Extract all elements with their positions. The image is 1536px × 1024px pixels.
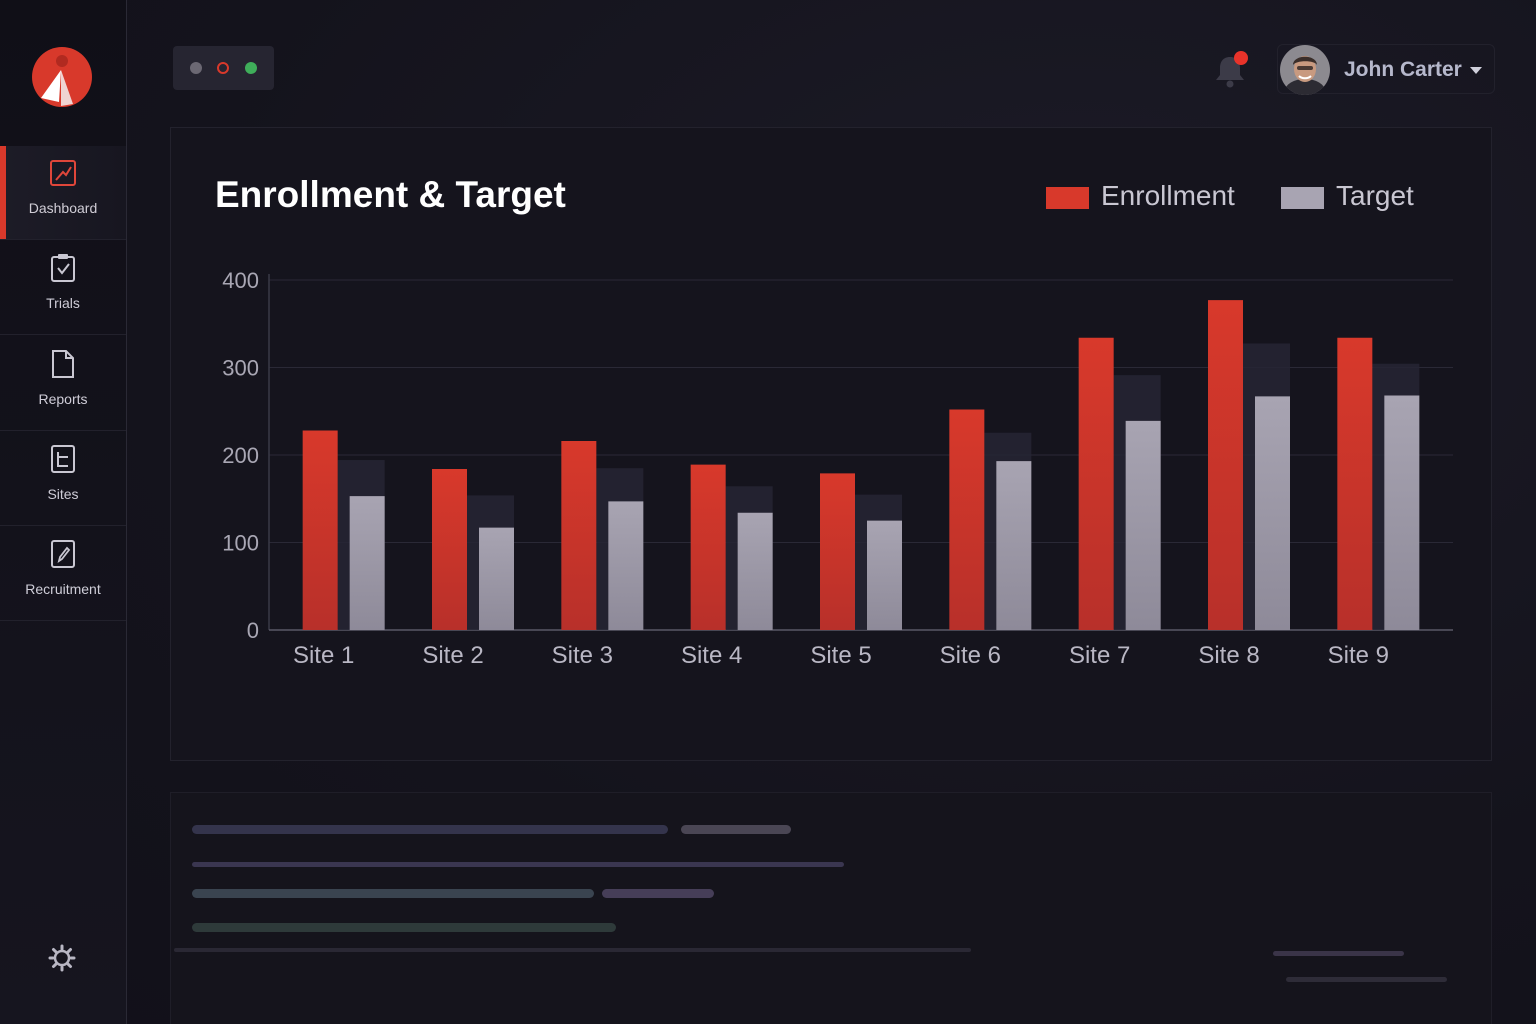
notification-badge bbox=[1234, 51, 1248, 65]
x-tick-label: Site 4 bbox=[681, 642, 742, 669]
window-controls bbox=[173, 46, 274, 90]
bar-target bbox=[1255, 396, 1290, 630]
bar-enrollment bbox=[820, 473, 855, 630]
skeleton-line bbox=[192, 862, 844, 867]
bar-enrollment bbox=[1208, 300, 1243, 630]
x-tick-label: Site 7 bbox=[1069, 642, 1130, 669]
y-tick-label: 200 bbox=[222, 443, 259, 468]
sidebar-item-trials[interactable]: Trials bbox=[0, 241, 126, 335]
legend-label-enrollment: Enrollment bbox=[1101, 180, 1235, 211]
document-icon bbox=[52, 350, 74, 378]
y-tick-label: 400 bbox=[222, 268, 259, 293]
legend-swatch-target bbox=[1281, 187, 1324, 209]
chart-edit-icon bbox=[50, 160, 76, 186]
x-tick-label: Site 5 bbox=[810, 642, 871, 669]
list-document-icon bbox=[51, 445, 75, 473]
bar-target bbox=[608, 501, 644, 630]
x-tick-label: Site 2 bbox=[422, 642, 483, 669]
user-name: John Carter bbox=[1344, 58, 1462, 81]
bell-icon[interactable] bbox=[1210, 50, 1250, 90]
x-tick-label: Site 3 bbox=[552, 642, 613, 669]
skeleton-line bbox=[192, 825, 668, 834]
y-tick-label: 0 bbox=[247, 618, 259, 643]
bar-enrollment bbox=[432, 469, 467, 630]
document-edit-icon bbox=[51, 540, 75, 568]
enrollment-chart-card: 0 100 200 300 400 Site 1 Site 2 Site 3 Site 4 Sit… bbox=[170, 127, 1492, 761]
skeleton-line bbox=[174, 948, 971, 952]
skeleton-line bbox=[681, 825, 791, 834]
sidebar-item-recruitment[interactable]: Recruitment bbox=[0, 527, 126, 621]
bar-enrollment bbox=[690, 464, 726, 630]
bar-target bbox=[737, 512, 773, 630]
y-tick-label: 300 bbox=[222, 356, 259, 381]
bar-enrollment bbox=[1078, 337, 1114, 630]
skeleton-line bbox=[1273, 951, 1404, 956]
bar-target bbox=[349, 496, 385, 630]
bar-target bbox=[1125, 420, 1161, 630]
skeleton-line bbox=[192, 923, 616, 932]
avatar bbox=[1280, 45, 1330, 95]
sidebar-item-reports[interactable]: Reports bbox=[0, 337, 126, 431]
sidebar-item-sites[interactable]: Sites bbox=[0, 432, 126, 526]
legend-item-enrollment[interactable]: Enrollment bbox=[1046, 180, 1246, 214]
sidebar-item-label: Sites bbox=[47, 486, 79, 502]
bar-enrollment bbox=[949, 409, 985, 630]
skeleton-line bbox=[602, 889, 714, 898]
chart-title: Enrollment & Target bbox=[215, 174, 566, 215]
lower-panel bbox=[170, 792, 1492, 1024]
sidebar-item-label: Trials bbox=[46, 295, 80, 311]
window-dot-gray[interactable] bbox=[190, 62, 202, 74]
bar-enrollment bbox=[1337, 337, 1373, 630]
bar-target bbox=[867, 520, 902, 630]
bar-target bbox=[1384, 395, 1420, 630]
bar-target bbox=[996, 461, 1032, 630]
sidebar-item-dashboard[interactable]: Dashboard bbox=[0, 146, 126, 240]
user-menu[interactable]: John Carter bbox=[1277, 44, 1495, 95]
bar-target bbox=[479, 527, 514, 630]
x-tick-label: Site 6 bbox=[940, 642, 1001, 669]
bar-enrollment bbox=[302, 430, 338, 630]
window-dot-green[interactable] bbox=[245, 62, 257, 74]
x-tick-label: Site 1 bbox=[293, 642, 354, 669]
x-tick-label: Site 9 bbox=[1328, 642, 1389, 669]
sidebar: Dashboard Trials Reports Sites bbox=[0, 0, 127, 1024]
chevron-down-icon bbox=[1470, 67, 1482, 74]
sidebar-item-label: Reports bbox=[38, 391, 88, 407]
window-dot-red[interactable] bbox=[217, 62, 229, 74]
bar-enrollment bbox=[561, 441, 597, 630]
skeleton-line bbox=[192, 889, 594, 898]
enrollment-bar-chart: 0 100 200 300 400 Site 1 Site 2 Site 3 Site 4 Sit… bbox=[222, 268, 1453, 669]
skeleton-line bbox=[1286, 977, 1447, 982]
clipboard-check-icon bbox=[51, 254, 75, 282]
app-logo-icon[interactable] bbox=[31, 46, 93, 108]
legend-swatch-enrollment bbox=[1046, 187, 1089, 209]
y-tick-label: 100 bbox=[222, 531, 259, 556]
legend-label-target: Target bbox=[1336, 180, 1414, 211]
legend-item-target[interactable]: Target bbox=[1281, 180, 1431, 214]
sidebar-item-label: Recruitment bbox=[25, 581, 101, 597]
gear-icon[interactable] bbox=[48, 944, 76, 972]
sidebar-item-label: Dashboard bbox=[28, 200, 98, 216]
x-tick-label: Site 8 bbox=[1198, 642, 1259, 669]
